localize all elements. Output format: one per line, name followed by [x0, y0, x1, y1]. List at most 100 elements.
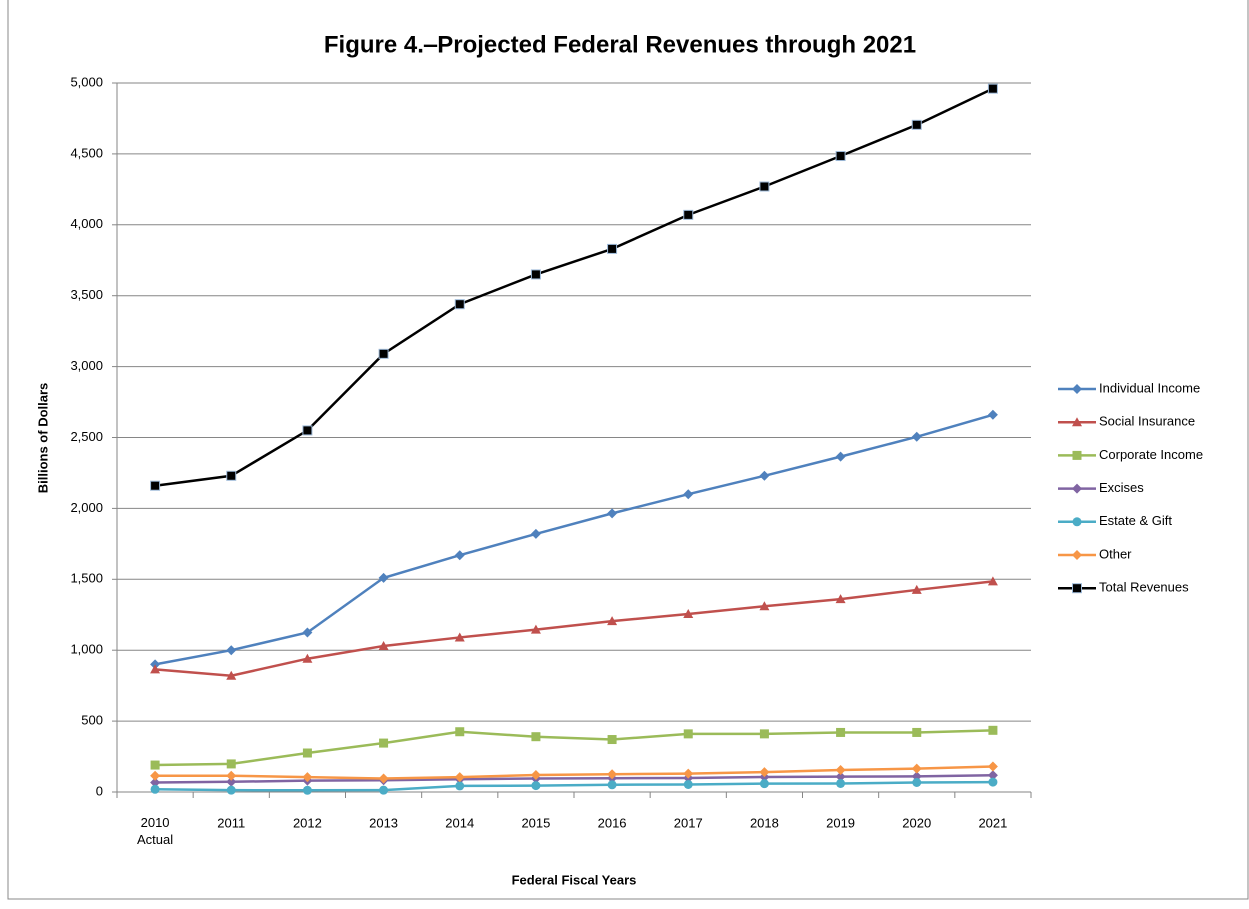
series-line: [155, 774, 993, 784]
y-tick-label: 4,500: [70, 145, 103, 160]
marker: [835, 765, 846, 776]
series-line: [155, 780, 993, 792]
marker: [302, 785, 312, 795]
marker: [607, 735, 617, 745]
y-tick-label: 2,000: [70, 500, 103, 515]
marker: [911, 763, 922, 774]
y-tick-label: 3,500: [70, 287, 103, 302]
marker: [988, 777, 998, 787]
marker: [912, 727, 922, 737]
marker: [607, 243, 618, 254]
marker: [378, 640, 389, 650]
marker: [1072, 417, 1082, 427]
marker: [454, 550, 465, 561]
x-tick-label: 2020: [902, 815, 931, 830]
y-tick-label: 1,000: [70, 642, 103, 657]
marker: [378, 773, 389, 784]
legend: Individual Income Social Insurance Corpora…: [1058, 380, 1203, 595]
x-tick-label: 2021: [978, 815, 1007, 830]
legend-label: Corporate Income: [1099, 447, 1203, 462]
marker: [454, 772, 465, 783]
marker: [987, 83, 998, 94]
x-tick-label: 2011: [217, 815, 245, 830]
marker: [911, 584, 922, 594]
series: [150, 761, 998, 784]
y-tick-label: 4,000: [70, 216, 103, 231]
marker: [835, 151, 846, 162]
series: [150, 777, 998, 795]
marker: [607, 780, 617, 790]
marker: [1072, 450, 1082, 460]
chart-border: [7, 0, 1249, 900]
y-tick-label: 0: [96, 783, 103, 798]
marker: [302, 772, 313, 783]
marker: [378, 572, 389, 583]
marker: [759, 729, 769, 739]
x-axis-title: Federal Fiscal Years: [512, 872, 637, 887]
marker: [150, 784, 160, 794]
x-tick-label: 2012: [293, 815, 322, 830]
marker: [683, 489, 694, 500]
marker: [379, 785, 389, 795]
marker: [379, 738, 389, 748]
marker: [987, 770, 998, 781]
marker: [226, 785, 236, 795]
series-line: [155, 765, 993, 780]
series: [150, 83, 998, 491]
legend-label: Other: [1099, 546, 1132, 561]
marker: [607, 616, 618, 626]
marker: [987, 409, 998, 420]
marker: [531, 781, 541, 791]
marker: [836, 727, 846, 737]
marker: [302, 627, 313, 638]
marker: [530, 269, 541, 280]
marker: [455, 727, 465, 737]
series: [150, 725, 998, 770]
marker: [1072, 550, 1082, 560]
marker: [302, 425, 313, 436]
y-tick-label: 500: [81, 713, 103, 728]
marker: [912, 777, 922, 787]
marker: [988, 725, 998, 735]
x-tick-label: 2017: [674, 815, 703, 830]
marker: [226, 759, 236, 769]
y-tick-label: 1,500: [70, 571, 103, 586]
marker: [683, 768, 694, 779]
series: [150, 409, 998, 670]
marker: [454, 632, 465, 642]
series-line: [155, 729, 993, 767]
x-tick-label: 2013: [369, 815, 398, 830]
marker: [1072, 384, 1082, 394]
series: [150, 576, 998, 680]
x-tick-label: 2010 Actual: [137, 815, 173, 847]
marker: [226, 670, 237, 680]
marker: [911, 119, 922, 130]
legend-label: Total Revenues: [1099, 580, 1189, 595]
x-tick-label: 2015: [521, 815, 550, 830]
legend-label: Estate & Gift: [1099, 513, 1172, 528]
marker: [759, 779, 769, 789]
y-tick-label: 3,000: [70, 358, 103, 373]
marker: [987, 576, 998, 586]
legend-label: Individual Income: [1099, 380, 1200, 395]
series-line: [154, 413, 994, 666]
marker: [530, 528, 541, 539]
marker: [530, 624, 541, 634]
marker: [835, 594, 846, 604]
marker: [607, 769, 618, 780]
legend-label: Excises: [1099, 480, 1144, 495]
marker: [759, 181, 770, 192]
marker: [759, 767, 770, 778]
marker: [1072, 583, 1082, 594]
marker: [987, 761, 998, 772]
marker: [911, 431, 922, 442]
marker: [1072, 483, 1082, 494]
marker: [378, 348, 389, 359]
marker: [226, 470, 237, 481]
marker: [150, 770, 161, 781]
marker: [302, 748, 312, 758]
x-tick-label: 2016: [598, 815, 627, 830]
x-tick-label: 2014: [445, 815, 474, 830]
marker: [150, 664, 161, 674]
